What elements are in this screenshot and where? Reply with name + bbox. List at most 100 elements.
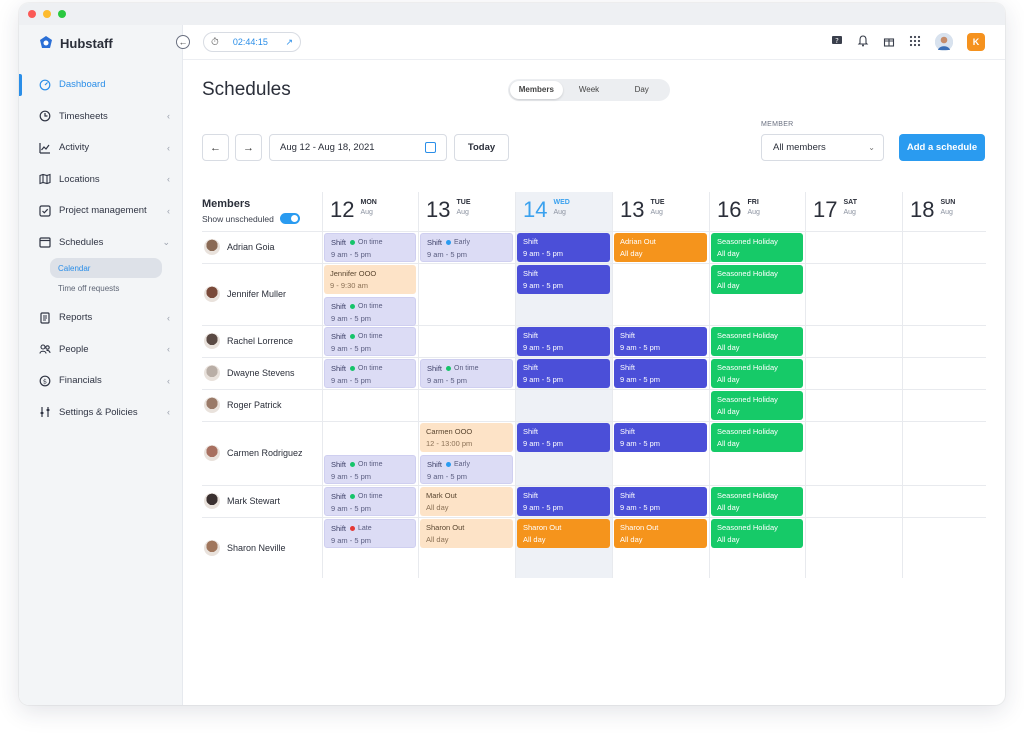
- sidebar-item-financials[interactable]: $ Financials ‹: [19, 365, 182, 397]
- report-icon: [39, 312, 51, 324]
- day-of-week: TUE: [650, 199, 665, 206]
- schedule-event[interactable]: Shift 9 am - 5 pm: [517, 487, 610, 516]
- schedule-event[interactable]: Sharon Out All day: [420, 519, 513, 548]
- schedule-event[interactable]: Jennifer OOO 9 - 9:30 am: [324, 265, 416, 294]
- day-header[interactable]: 18 SUN Aug: [910, 198, 955, 228]
- timer-widget[interactable]: ⏱ 02:44:15 ↗: [203, 32, 301, 52]
- schedule-event[interactable]: Shift Late 9 am - 5 pm: [324, 519, 416, 548]
- date-range-picker[interactable]: Aug 12 - Aug 18, 2021: [269, 134, 447, 161]
- minimize-window-button[interactable]: [43, 10, 51, 18]
- member-row-label[interactable]: Jennifer Muller: [204, 286, 286, 302]
- collapse-sidebar-button[interactable]: ←: [176, 35, 190, 49]
- schedule-event[interactable]: Seasoned Holiday All day: [711, 487, 803, 516]
- member-row-label[interactable]: Roger Patrick: [204, 397, 282, 413]
- activity-icon: [39, 142, 51, 154]
- sidebar-item-settings-policies[interactable]: Settings & Policies ‹: [19, 397, 182, 429]
- user-avatar[interactable]: [935, 33, 953, 51]
- event-time: 9 am - 5 pm: [620, 439, 661, 448]
- sidebar-item-project-management[interactable]: Project management ‹: [19, 195, 182, 227]
- day-month: Aug: [360, 209, 373, 216]
- schedule-event[interactable]: Seasoned Holiday All day: [711, 391, 803, 420]
- schedule-event[interactable]: Shift 9 am - 5 pm: [517, 265, 610, 294]
- day-header[interactable]: 14 WED Aug: [523, 198, 570, 228]
- previous-week-button[interactable]: ←: [202, 134, 229, 161]
- schedule-event[interactable]: Carmen OOO 12 - 13:00 pm: [420, 423, 513, 452]
- day-month: Aug: [747, 209, 760, 216]
- schedule-event[interactable]: Shift 9 am - 5 pm: [614, 327, 707, 356]
- day-header[interactable]: 17 SAT Aug: [813, 198, 857, 228]
- today-button[interactable]: Today: [454, 134, 509, 161]
- event-title: Seasoned Holiday: [717, 491, 778, 500]
- status-dot-icon: [446, 366, 452, 371]
- schedule-event[interactable]: Shift 9 am - 5 pm: [517, 359, 610, 388]
- schedule-event[interactable]: Shift Early 9 am - 5 pm: [420, 455, 513, 484]
- next-week-button[interactable]: →: [235, 134, 262, 161]
- member-row-label[interactable]: Rachel Lorrence: [204, 333, 293, 349]
- member-row-label[interactable]: Sharon Neville: [204, 539, 286, 556]
- day-header[interactable]: 13 TUE Aug: [620, 198, 664, 228]
- schedule-event[interactable]: Shift On time 9 am - 5 pm: [324, 327, 416, 356]
- schedule-event[interactable]: Shift 9 am - 5 pm: [517, 327, 610, 356]
- day-meta: WED Aug: [553, 199, 569, 216]
- apps-grid-icon[interactable]: [909, 35, 921, 50]
- view-members-option[interactable]: Members: [510, 81, 563, 99]
- sidebar-subitem-time-off-requests[interactable]: Time off requests: [58, 283, 120, 293]
- gift-icon[interactable]: [883, 35, 895, 50]
- schedule-event[interactable]: Seasoned Holiday All day: [711, 423, 803, 452]
- view-week-option[interactable]: Week: [578, 85, 600, 94]
- schedule-event[interactable]: Seasoned Holiday All day: [711, 233, 803, 262]
- schedule-event[interactable]: Seasoned Holiday All day: [711, 359, 803, 388]
- member-row-label[interactable]: Adrian Goia: [204, 239, 275, 255]
- schedule-event[interactable]: Shift 9 am - 5 pm: [614, 423, 707, 452]
- logo[interactable]: Hubstaff: [19, 25, 182, 61]
- help-icon[interactable]: ?: [831, 35, 843, 50]
- schedule-event[interactable]: Seasoned Holiday All day: [711, 327, 803, 356]
- schedule-event[interactable]: Sharon Out All day: [517, 519, 610, 548]
- add-schedule-button[interactable]: Add a schedule: [899, 134, 985, 161]
- bell-icon[interactable]: [857, 34, 869, 50]
- member-select[interactable]: All members ⌄: [761, 134, 884, 161]
- member-row-label[interactable]: Dwayne Stevens: [204, 365, 295, 381]
- schedule-event[interactable]: Shift 9 am - 5 pm: [517, 233, 610, 262]
- event-title-row: Seasoned Holiday: [717, 269, 797, 278]
- member-row-label[interactable]: Mark Stewart: [204, 493, 280, 509]
- sidebar-item-timesheets[interactable]: Timesheets ‹: [19, 101, 182, 133]
- maximize-window-button[interactable]: [58, 10, 66, 18]
- schedule-event[interactable]: Shift Early 9 am - 5 pm: [420, 233, 513, 262]
- schedule-event[interactable]: Seasoned Holiday All day: [711, 519, 803, 548]
- member-row-label[interactable]: Carmen Rodriguez: [204, 445, 303, 461]
- schedule-event[interactable]: Shift On time 9 am - 5 pm: [324, 233, 416, 262]
- sidebar-item-locations[interactable]: Locations ‹: [19, 164, 182, 196]
- close-window-button[interactable]: [28, 10, 36, 18]
- schedule-event[interactable]: Shift On time 9 am - 5 pm: [420, 359, 513, 388]
- sidebar-item-label: Financials: [59, 375, 102, 387]
- sidebar-item-people[interactable]: People ‹: [19, 334, 182, 366]
- schedule-event[interactable]: Shift On time 9 am - 5 pm: [324, 487, 416, 516]
- event-time: 9 am - 5 pm: [331, 250, 372, 259]
- day-header[interactable]: 12 MON Aug: [330, 198, 377, 228]
- schedule-event[interactable]: Shift 9 am - 5 pm: [614, 487, 707, 516]
- schedule-event[interactable]: Seasoned Holiday All day: [711, 265, 803, 294]
- schedule-event[interactable]: Shift On time 9 am - 5 pm: [324, 455, 416, 484]
- schedule-event[interactable]: Mark Out All day: [420, 487, 513, 516]
- day-header[interactable]: 16 FRI Aug: [717, 198, 760, 228]
- organization-badge[interactable]: K: [967, 33, 985, 51]
- sidebar-item-reports[interactable]: Reports ‹: [19, 302, 182, 334]
- sidebar-subitem-calendar[interactable]: Calendar: [50, 258, 162, 278]
- sidebar-item-activity[interactable]: Activity ‹: [19, 132, 182, 164]
- day-header[interactable]: 13 TUE Aug: [426, 198, 470, 228]
- event-title-row: Seasoned Holiday: [717, 427, 797, 436]
- schedule-event[interactable]: Shift On time 9 am - 5 pm: [324, 359, 416, 388]
- schedule-event[interactable]: Shift On time 9 am - 5 pm: [324, 297, 416, 326]
- schedule-event[interactable]: Sharon Out All day: [614, 519, 707, 548]
- schedule-event[interactable]: Adrian Out All day: [614, 233, 707, 262]
- sidebar-item-dashboard[interactable]: Dashboard: [19, 69, 182, 101]
- expand-arrow-icon[interactable]: ↗: [285, 36, 293, 47]
- schedule-event[interactable]: Shift 9 am - 5 pm: [614, 359, 707, 388]
- sidebar-item-schedules[interactable]: Schedules ⌄: [19, 227, 182, 259]
- view-day-option[interactable]: Day: [634, 85, 649, 94]
- show-unscheduled-toggle[interactable]: [279, 213, 300, 224]
- schedule-event[interactable]: Shift 9 am - 5 pm: [517, 423, 610, 452]
- event-title: Seasoned Holiday: [717, 523, 778, 532]
- member-avatar: [204, 539, 220, 556]
